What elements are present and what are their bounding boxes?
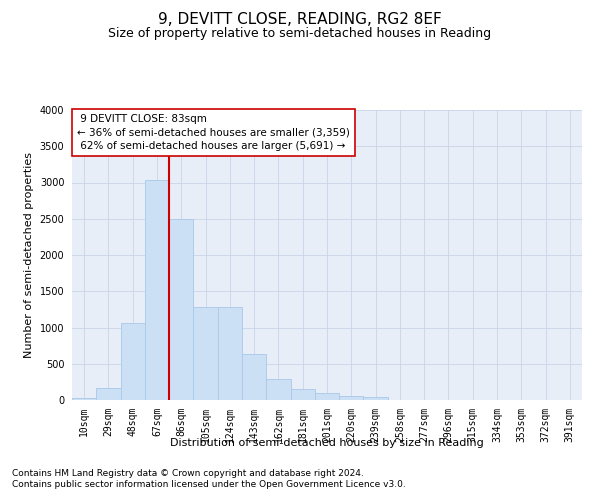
Bar <box>193 307 218 400</box>
Bar <box>339 396 364 400</box>
Y-axis label: Number of semi-detached properties: Number of semi-detached properties <box>24 152 34 358</box>
Text: 9, DEVITT CLOSE, READING, RG2 8EF: 9, DEVITT CLOSE, READING, RG2 8EF <box>158 12 442 28</box>
Bar <box>145 180 169 400</box>
Bar <box>96 388 121 400</box>
Bar <box>364 397 388 400</box>
Bar <box>290 389 315 400</box>
Text: Contains HM Land Registry data © Crown copyright and database right 2024.: Contains HM Land Registry data © Crown c… <box>12 468 364 477</box>
Text: Distribution of semi-detached houses by size in Reading: Distribution of semi-detached houses by … <box>170 438 484 448</box>
Bar <box>169 219 193 400</box>
Bar <box>72 398 96 400</box>
Text: Size of property relative to semi-detached houses in Reading: Size of property relative to semi-detach… <box>109 28 491 40</box>
Bar <box>266 379 290 400</box>
Bar <box>121 323 145 400</box>
Bar <box>218 307 242 400</box>
Text: 9 DEVITT CLOSE: 83sqm
← 36% of semi-detached houses are smaller (3,359)
 62% of : 9 DEVITT CLOSE: 83sqm ← 36% of semi-deta… <box>77 114 350 151</box>
Bar <box>315 393 339 400</box>
Text: Contains public sector information licensed under the Open Government Licence v3: Contains public sector information licen… <box>12 480 406 489</box>
Bar <box>242 354 266 400</box>
